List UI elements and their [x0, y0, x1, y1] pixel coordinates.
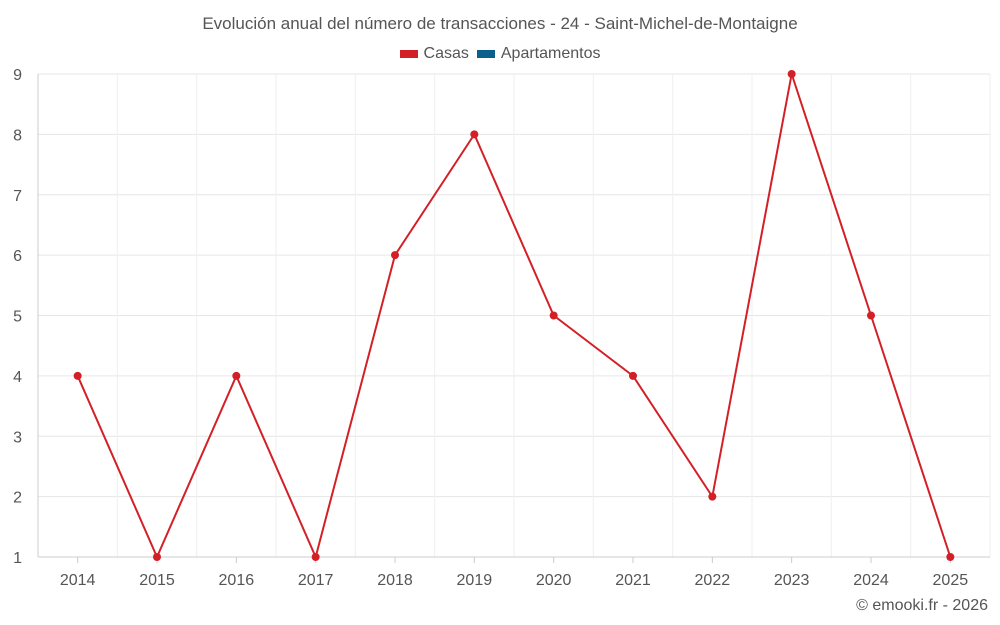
legend-label-casas: Casas [423, 45, 469, 62]
data-point [946, 553, 955, 561]
data-point [73, 371, 82, 380]
x-tick-label: 2016 [219, 572, 255, 589]
y-tick-label: 1 [13, 550, 22, 567]
legend-item-casas[interactable]: Casas [399, 45, 469, 63]
y-tick-label: 8 [13, 127, 22, 144]
data-point [708, 492, 717, 501]
x-tick-label: 2021 [615, 572, 651, 589]
legend-swatch-casas [399, 50, 418, 58]
data-point [153, 553, 161, 561]
data-point [549, 311, 558, 320]
data-point [867, 311, 875, 320]
legend-swatch-apartamentos [476, 50, 495, 58]
data-point [391, 251, 399, 260]
y-tick-label: 7 [13, 188, 22, 205]
legend-label-apartamentos: Apartamentos [500, 45, 601, 62]
y-tick-label: 9 [13, 67, 22, 84]
x-tick-label: 2017 [298, 572, 334, 589]
x-tick-label: 2019 [457, 572, 493, 589]
series-line-casas [76, 73, 952, 558]
y-tick-label: 5 [13, 309, 22, 326]
chart-title: Evolución anual del número de transaccio… [202, 14, 798, 33]
x-tick-label: 2024 [853, 572, 889, 589]
x-tick-label: 2022 [695, 572, 731, 589]
chart-legend: Casas Apartamentos [0, 45, 1000, 63]
x-tick-label: 2015 [139, 572, 175, 589]
x-tick-label: 2025 [933, 572, 969, 589]
legend-item-apartamentos[interactable]: Apartamentos [476, 45, 601, 63]
data-point [629, 371, 637, 380]
y-tick-label: 6 [13, 248, 22, 265]
data-point [470, 130, 479, 139]
copyright-footer: © emooki.fr - 2026 [856, 597, 988, 614]
x-tick-label: 2018 [377, 572, 413, 589]
y-tick-label: 4 [13, 369, 22, 386]
data-point [311, 553, 320, 561]
y-tick-label: 2 [13, 490, 22, 507]
data-point [787, 70, 796, 78]
x-tick-label: 2020 [536, 572, 572, 589]
y-tick-label: 3 [13, 429, 22, 446]
x-tick-label: 2014 [60, 572, 96, 589]
x-tick-label: 2023 [774, 572, 810, 589]
data-point [232, 371, 241, 380]
